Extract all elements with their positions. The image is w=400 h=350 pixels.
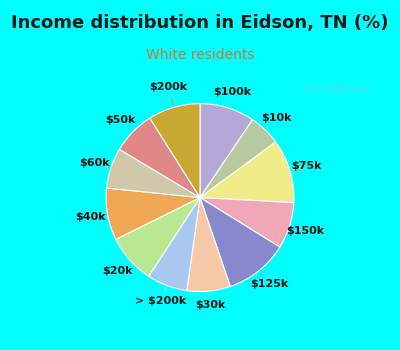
Text: White residents: White residents [146, 48, 254, 62]
Wedge shape [200, 142, 294, 203]
Wedge shape [150, 104, 200, 197]
Text: $75k: $75k [291, 161, 322, 171]
Text: $60k: $60k [80, 158, 110, 168]
Text: $200k: $200k [149, 83, 187, 105]
Wedge shape [149, 197, 200, 290]
Text: $20k: $20k [102, 260, 132, 276]
Wedge shape [116, 197, 200, 276]
Text: Income distribution in Eidson, TN (%): Income distribution in Eidson, TN (%) [11, 14, 389, 32]
Text: $100k: $100k [213, 86, 252, 105]
Text: $10k: $10k [262, 113, 292, 128]
Text: $50k: $50k [106, 115, 136, 130]
Wedge shape [200, 197, 294, 247]
Wedge shape [200, 197, 280, 287]
Text: $125k: $125k [250, 273, 288, 289]
Text: $40k: $40k [76, 212, 106, 222]
Wedge shape [187, 197, 230, 292]
Text: $150k: $150k [287, 226, 325, 236]
Text: City-Data.com: City-Data.com [303, 84, 373, 94]
Text: $30k: $30k [195, 294, 225, 310]
Wedge shape [106, 149, 200, 197]
Wedge shape [106, 188, 200, 239]
Wedge shape [200, 104, 252, 197]
Text: > $200k: > $200k [135, 288, 187, 306]
Wedge shape [200, 120, 276, 197]
Wedge shape [119, 118, 200, 197]
